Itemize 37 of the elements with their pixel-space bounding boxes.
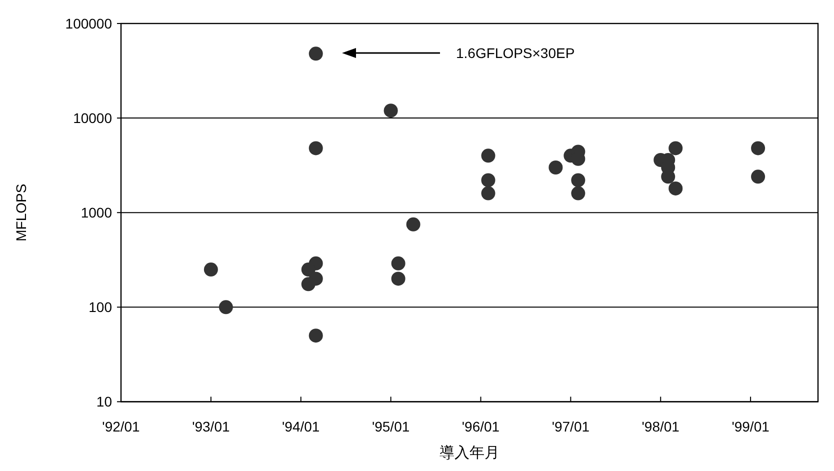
x-tick-label: '94/01 bbox=[282, 418, 320, 435]
point bbox=[548, 160, 563, 174]
point bbox=[308, 141, 323, 156]
point bbox=[571, 173, 586, 188]
point bbox=[308, 328, 323, 343]
point bbox=[384, 104, 398, 118]
y-tick-label: 1000 bbox=[80, 204, 112, 221]
point bbox=[301, 262, 316, 277]
x-tick-label: '96/01 bbox=[462, 418, 500, 435]
point bbox=[751, 141, 766, 156]
annotation: 1.6GFLOPS×30EP bbox=[456, 45, 575, 61]
x-tick-label: '97/01 bbox=[552, 418, 590, 435]
point bbox=[301, 277, 316, 292]
point bbox=[204, 262, 218, 277]
point bbox=[751, 170, 766, 184]
x-tick-label: '99/01 bbox=[732, 418, 770, 435]
point bbox=[308, 46, 323, 61]
point bbox=[481, 173, 496, 188]
point bbox=[571, 186, 586, 200]
point bbox=[668, 141, 683, 156]
x-tick-label: '98/01 bbox=[642, 418, 680, 435]
point bbox=[668, 181, 683, 196]
y-tick-label: 10000 bbox=[73, 110, 112, 126]
point bbox=[218, 300, 233, 314]
point bbox=[391, 272, 406, 286]
y-tick-label: 10 bbox=[96, 394, 112, 410]
x-axis-title: 導入年月 bbox=[440, 444, 500, 462]
point bbox=[481, 148, 496, 163]
x-tick-label: '93/01 bbox=[192, 418, 230, 435]
y-tick-label: 100000 bbox=[65, 16, 112, 32]
point bbox=[406, 217, 420, 232]
point bbox=[481, 186, 496, 200]
y-axis-title: MFLOPS bbox=[13, 184, 29, 242]
y-tick-label: 100 bbox=[88, 299, 112, 316]
x-tick-label: '95/01 bbox=[372, 418, 410, 435]
point bbox=[391, 256, 406, 270]
x-tick-label: '92/01 bbox=[102, 418, 140, 435]
